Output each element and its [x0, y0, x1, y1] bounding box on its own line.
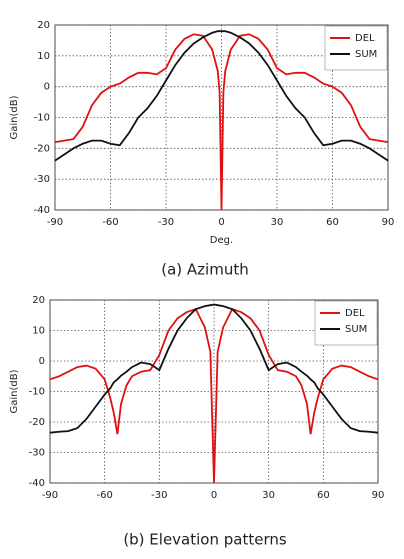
y-tick-label: 0 — [44, 82, 50, 93]
data-line — [49, 308, 379, 484]
legend-box — [324, 25, 388, 71]
y-tick-label: 0 — [39, 356, 45, 367]
x-tick-label: 90 — [382, 217, 395, 228]
legend-label: DEL — [355, 33, 375, 44]
y-tick-label: -30 — [34, 174, 50, 185]
y-tick-label: 20 — [32, 295, 45, 306]
y-tick-label: -20 — [34, 143, 50, 154]
x-tick-label: 60 — [317, 490, 330, 501]
legend-box — [314, 300, 378, 346]
x-tick-label: -60 — [102, 217, 118, 228]
x-axis-label: Deg. — [210, 235, 233, 246]
x-tick-label: 30 — [271, 217, 284, 228]
y-tick-label: -20 — [29, 417, 45, 428]
legend-label: SUM — [355, 49, 377, 60]
y-tick-label: -30 — [29, 448, 45, 459]
x-tick-label: -60 — [96, 490, 112, 501]
y-tick-label: -40 — [29, 478, 45, 489]
legend-label: DEL — [345, 308, 365, 319]
caption: (a) Azimuth — [161, 261, 248, 279]
x-tick-label: -90 — [47, 217, 63, 228]
y-tick-label: -10 — [34, 113, 50, 124]
y-tick-label: 10 — [32, 326, 45, 337]
data-line — [54, 30, 389, 162]
y-tick-label: -10 — [29, 387, 45, 398]
y-tick-label: 20 — [37, 20, 50, 31]
x-tick-label: -30 — [151, 490, 167, 501]
legend-label: SUM — [345, 324, 367, 335]
y-axis-label: Gain(dB) — [9, 95, 20, 139]
x-tick-label: 0 — [211, 490, 217, 501]
x-tick-label: -90 — [42, 490, 58, 501]
x-tick-label: 30 — [262, 490, 275, 501]
data-line — [49, 303, 379, 434]
y-axis-label: Gain(dB) — [9, 369, 20, 413]
y-tick-label: 10 — [37, 51, 50, 62]
x-tick-label: 60 — [326, 217, 339, 228]
x-tick-label: -30 — [158, 217, 174, 228]
x-tick-label: 90 — [372, 490, 385, 501]
data-line — [54, 33, 389, 211]
y-tick-label: -40 — [34, 205, 50, 216]
x-tick-label: 0 — [218, 217, 224, 228]
caption: (b) Elevation patterns — [123, 531, 287, 549]
